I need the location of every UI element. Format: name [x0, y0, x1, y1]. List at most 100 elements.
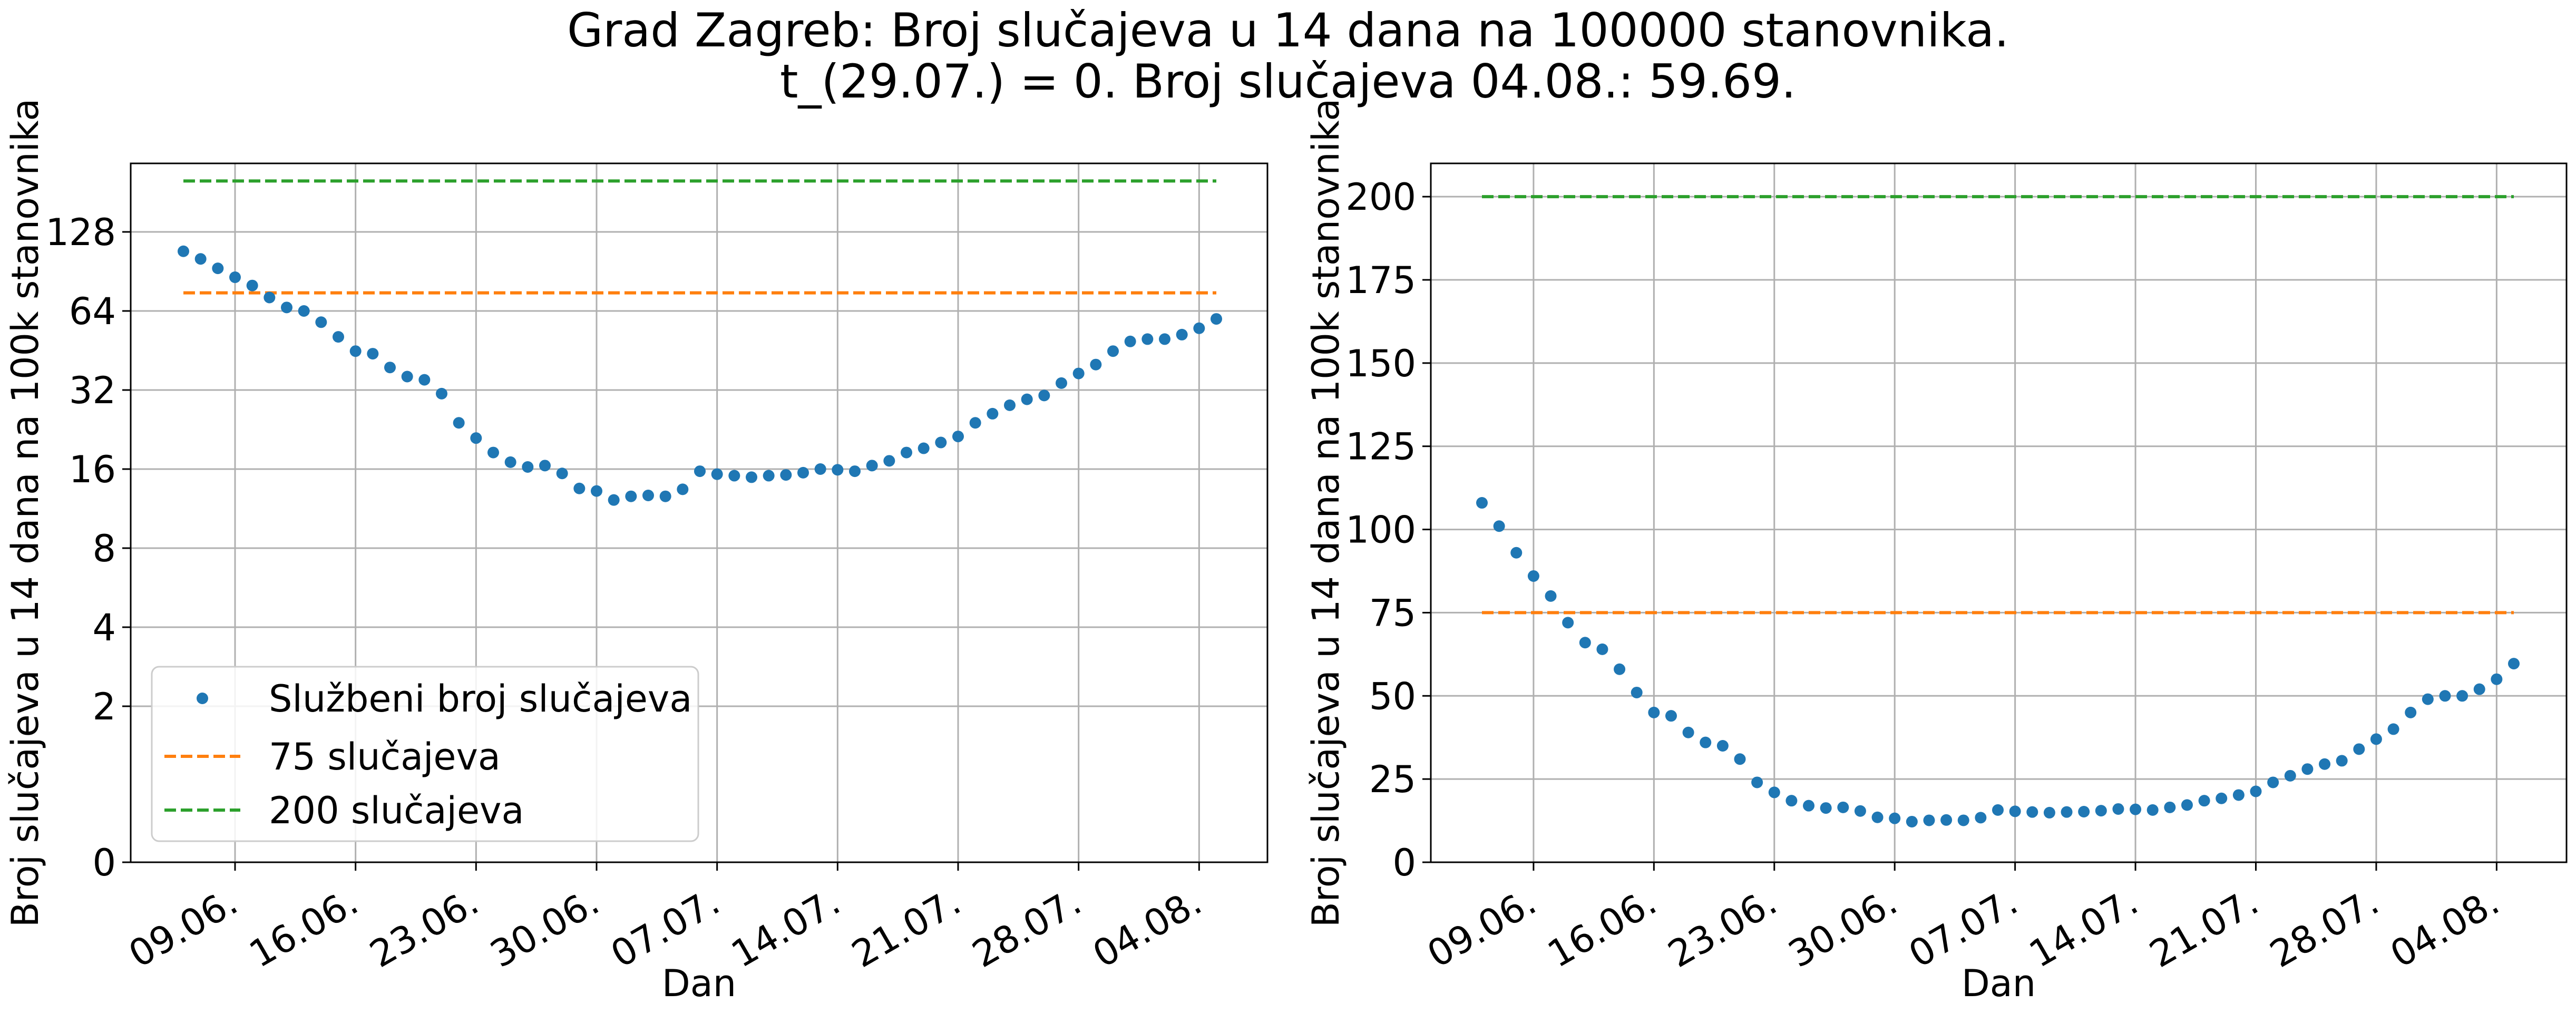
legend-label: 75 slučajeva — [269, 735, 501, 778]
data-point — [1751, 776, 1763, 788]
data-point — [281, 301, 292, 314]
y-tick-label: 8 — [92, 527, 116, 570]
data-point — [1889, 812, 1901, 824]
data-point — [1579, 637, 1591, 649]
data-point — [1648, 706, 1660, 718]
data-point — [556, 467, 568, 480]
data-point — [2456, 690, 2468, 702]
data-point — [2336, 755, 2348, 767]
data-point — [1940, 814, 1953, 826]
data-point — [814, 463, 826, 475]
data-point — [1476, 497, 1488, 509]
y-tick-label: 0 — [92, 841, 116, 884]
data-point — [608, 494, 620, 506]
data-point — [1510, 547, 1523, 559]
data-point — [677, 483, 689, 495]
data-point — [1716, 740, 1729, 752]
data-point — [2095, 805, 2107, 817]
data-point — [2181, 799, 2193, 811]
x-axis-label: Dan — [1962, 962, 2036, 1005]
y-tick-label: 200 — [1345, 176, 1416, 219]
data-point — [453, 417, 465, 429]
data-point — [1682, 726, 1694, 738]
data-point — [901, 446, 912, 459]
y-tick-label: 128 — [45, 211, 116, 254]
y-tick-label: 175 — [1345, 259, 1416, 302]
y-axis-label: Broj slučajeva u 14 dana na 100k stanovn… — [1304, 99, 1348, 928]
data-point — [1056, 377, 1067, 389]
x-tick-label: 30.06. — [1781, 880, 1905, 976]
x-tick-label: 14.07. — [724, 880, 847, 976]
data-point — [1038, 389, 1050, 402]
x-tick-label: 14.07. — [2022, 880, 2145, 976]
data-point — [866, 460, 878, 472]
data-point — [625, 490, 637, 502]
x-tick-label: 16.06. — [1540, 880, 1664, 976]
x-tick-label: 09.06. — [122, 880, 245, 976]
data-point — [728, 470, 740, 482]
data-point — [2198, 795, 2210, 807]
data-point — [694, 465, 706, 478]
data-point — [659, 490, 671, 502]
y-tick-label: 0 — [1392, 841, 1416, 884]
data-point — [522, 461, 534, 473]
data-point — [1159, 333, 1170, 345]
data-point — [1211, 313, 1222, 325]
left-chart-panel: 024816326412809.06.16.06.23.06.30.06.07.… — [4, 99, 1269, 1005]
data-point — [1768, 786, 1780, 798]
data-point — [1004, 399, 1016, 411]
y-tick-label: 32 — [69, 369, 116, 412]
data-point — [1124, 335, 1136, 347]
figure-title-line2: t_(29.07.) = 0. Broj slučajeva 04.08.: 5… — [780, 54, 1796, 109]
x-tick-label: 28.07. — [2263, 880, 2386, 976]
data-point — [178, 245, 189, 257]
data-point — [2164, 801, 2176, 813]
legend-box — [151, 666, 699, 842]
data-point — [2130, 803, 2142, 815]
y-tick-label: 25 — [1369, 758, 1416, 801]
data-point — [2422, 693, 2434, 705]
data-point — [711, 468, 723, 480]
x-tick-label: 21.07. — [845, 880, 968, 976]
data-point — [1837, 801, 1849, 813]
data-point — [315, 316, 327, 328]
data-point — [849, 465, 861, 478]
y-tick-label: 150 — [1345, 342, 1416, 385]
data-point — [1665, 710, 1677, 722]
data-point — [969, 417, 981, 429]
data-point — [367, 348, 379, 360]
data-point — [298, 305, 310, 317]
y-tick-label: 75 — [1369, 591, 1416, 635]
data-point — [2405, 706, 2417, 718]
y-tick-label: 100 — [1345, 509, 1416, 552]
data-point — [1820, 802, 1832, 814]
data-point — [1596, 643, 1608, 655]
data-point — [1785, 795, 1798, 807]
data-point — [2009, 805, 2021, 817]
data-point — [2078, 806, 2090, 818]
legend-label: Službeni broj slučajeva — [269, 677, 692, 720]
data-point — [401, 371, 413, 383]
data-point — [1193, 322, 1205, 334]
data-point — [1734, 753, 1746, 765]
data-point — [1614, 663, 1626, 675]
data-point — [573, 482, 586, 494]
data-point — [1992, 804, 2004, 816]
data-point — [2043, 806, 2055, 819]
x-tick-label: 04.08. — [1086, 880, 1209, 976]
axes-frame — [1430, 162, 2568, 863]
data-point — [384, 362, 396, 374]
data-point — [1090, 358, 1102, 371]
data-point — [1527, 570, 1539, 582]
data-point — [2267, 776, 2279, 788]
data-point — [1854, 805, 1866, 817]
y-tick-label: 64 — [69, 290, 116, 333]
data-point — [1141, 333, 1154, 345]
data-point — [2061, 806, 2073, 818]
data-point — [1957, 814, 1969, 826]
data-point — [642, 489, 654, 501]
x-tick-label: 04.08. — [2383, 880, 2506, 976]
data-point — [1562, 617, 1574, 629]
data-point — [418, 374, 431, 386]
